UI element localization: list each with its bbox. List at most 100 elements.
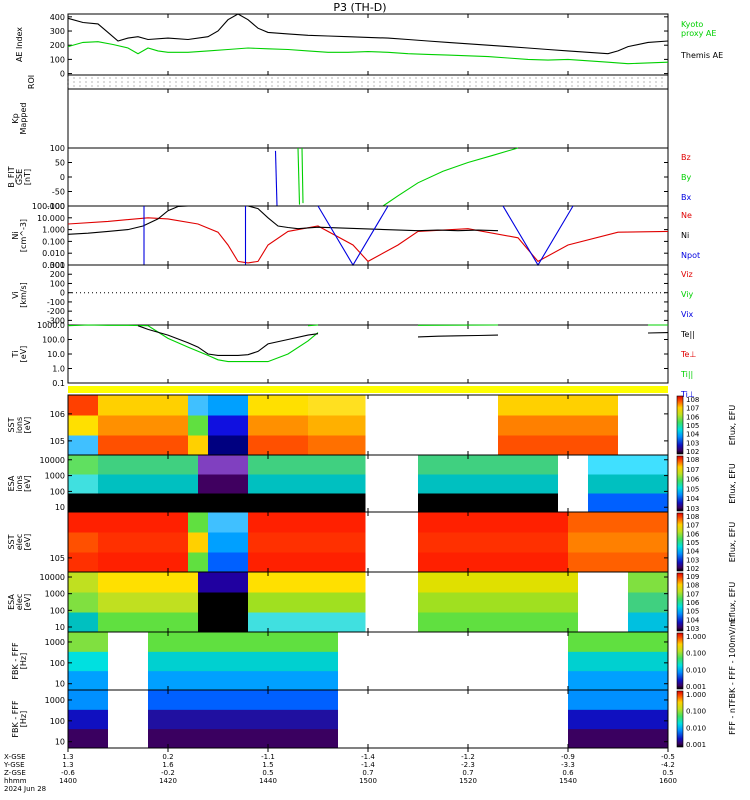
roi-dot — [223, 85, 225, 87]
roi-dot — [493, 85, 495, 87]
roi-dot — [475, 81, 477, 83]
heatmap-cell — [98, 572, 198, 593]
roi-dot — [337, 81, 339, 83]
y-axis-label: GSE — [15, 169, 24, 185]
footer-value: 1.6 — [162, 761, 174, 769]
roi-dot — [613, 81, 615, 83]
heatmap-cell — [68, 651, 108, 672]
heatmap-cell — [498, 395, 618, 416]
roi-dot — [511, 85, 513, 87]
colorbar-tick-label: 107 — [686, 466, 699, 474]
roi-dot — [229, 81, 231, 83]
roi-dot — [163, 77, 165, 79]
roi-dot — [97, 77, 99, 79]
roi-dot — [661, 77, 663, 79]
roi-dot — [103, 81, 105, 83]
roi-dot — [523, 77, 525, 79]
roi-dot — [205, 81, 207, 83]
roi-dot — [91, 81, 93, 83]
y-tick-label: 0.1 — [52, 379, 65, 388]
roi-dot — [385, 81, 387, 83]
roi-dot — [121, 81, 123, 83]
heatmap-cell — [68, 690, 108, 710]
footer-value: 1520 — [459, 777, 477, 785]
roi-dot — [607, 85, 609, 87]
roi-dot — [595, 85, 597, 87]
roi-dot — [553, 81, 555, 83]
roi-dot — [295, 85, 297, 87]
roi-dot — [121, 85, 123, 87]
legend-entry: Npot — [681, 251, 700, 260]
roi-dot — [115, 81, 117, 83]
legend-entry: Viz — [681, 270, 693, 279]
y-tick-label: -50 — [52, 188, 65, 197]
roi-dot — [67, 77, 69, 79]
roi-dot — [331, 85, 333, 87]
panel-ni: Ni [cm^-3]0.0010.0100.1001.00010.000100.0… — [11, 202, 700, 270]
colorbar-tick-label: 1.000 — [686, 691, 706, 699]
legend-entry: Kyoto — [681, 20, 703, 29]
roi-dot — [151, 85, 153, 87]
y-tick-label: 1000 — [45, 472, 65, 481]
roi-dot — [409, 85, 411, 87]
footer-row-label: 2024 Jun 28 — [4, 785, 46, 793]
roi-dot — [205, 85, 207, 87]
status-bar — [68, 386, 668, 393]
heatmap-cell — [98, 512, 188, 533]
roi-dot — [109, 85, 111, 87]
footer-value: -3.3 — [561, 761, 575, 769]
roi-dot — [283, 81, 285, 83]
colorbar-tick-label: 104 — [686, 616, 700, 624]
heatmap-cell — [248, 612, 366, 633]
footer-value: -4.2 — [661, 761, 675, 769]
roi-dot — [421, 81, 423, 83]
colorbar-tick-label: 106 — [686, 476, 700, 484]
roi-dot — [571, 81, 573, 83]
roi-dot — [457, 85, 459, 87]
heatmap-cell — [148, 651, 338, 672]
roi-dot — [451, 85, 453, 87]
panel-frame — [67, 205, 669, 266]
heatmap-cell — [308, 395, 366, 416]
roi-dot — [463, 81, 465, 83]
roi-dot — [67, 81, 69, 83]
footer-value: 0.7 — [362, 769, 373, 777]
heatmap-cell — [498, 435, 618, 456]
heatmap-cell — [68, 632, 108, 652]
roi-dot — [73, 85, 75, 87]
legend-entry: Te|| — [680, 330, 695, 339]
y-axis-label: Ni — [11, 231, 20, 239]
series-line-kyoto-proxy-ae — [67, 41, 669, 65]
heatmap-cell — [188, 415, 208, 436]
roi-dot — [541, 77, 543, 79]
colorbar-label: FBK - FFF - 100mV/m — [728, 619, 737, 703]
roi-dot — [181, 85, 183, 87]
roi-dot — [193, 85, 195, 87]
roi-dot — [277, 77, 279, 79]
colorbar-tick-label: 106 — [686, 413, 700, 421]
roi-dot — [175, 85, 177, 87]
y-axis-label: B_FIT — [7, 166, 16, 187]
roi-dot — [325, 85, 327, 87]
roi-dot — [409, 77, 411, 79]
heatmap-cell — [68, 728, 108, 749]
roi-dot — [445, 81, 447, 83]
roi-dot — [349, 85, 351, 87]
y-tick-label: 300 — [50, 27, 65, 36]
footer-value: -2.3 — [461, 761, 475, 769]
footer-value: 1.3 — [62, 753, 73, 761]
roi-dot — [103, 85, 105, 87]
roi-dot — [157, 77, 159, 79]
colorbar-tick-label: 0.001 — [686, 741, 706, 749]
colorbar — [676, 690, 684, 748]
roi-dot — [73, 81, 75, 83]
roi-dot — [349, 81, 351, 83]
y-axis-label: [Hz] — [19, 653, 28, 669]
roi-dot — [589, 85, 591, 87]
heatmap-cell — [198, 572, 248, 593]
roi-dot — [385, 85, 387, 87]
roi-dot — [241, 77, 243, 79]
roi-dot — [289, 77, 291, 79]
roi-dot — [85, 85, 87, 87]
heatmap-cell — [208, 512, 248, 533]
